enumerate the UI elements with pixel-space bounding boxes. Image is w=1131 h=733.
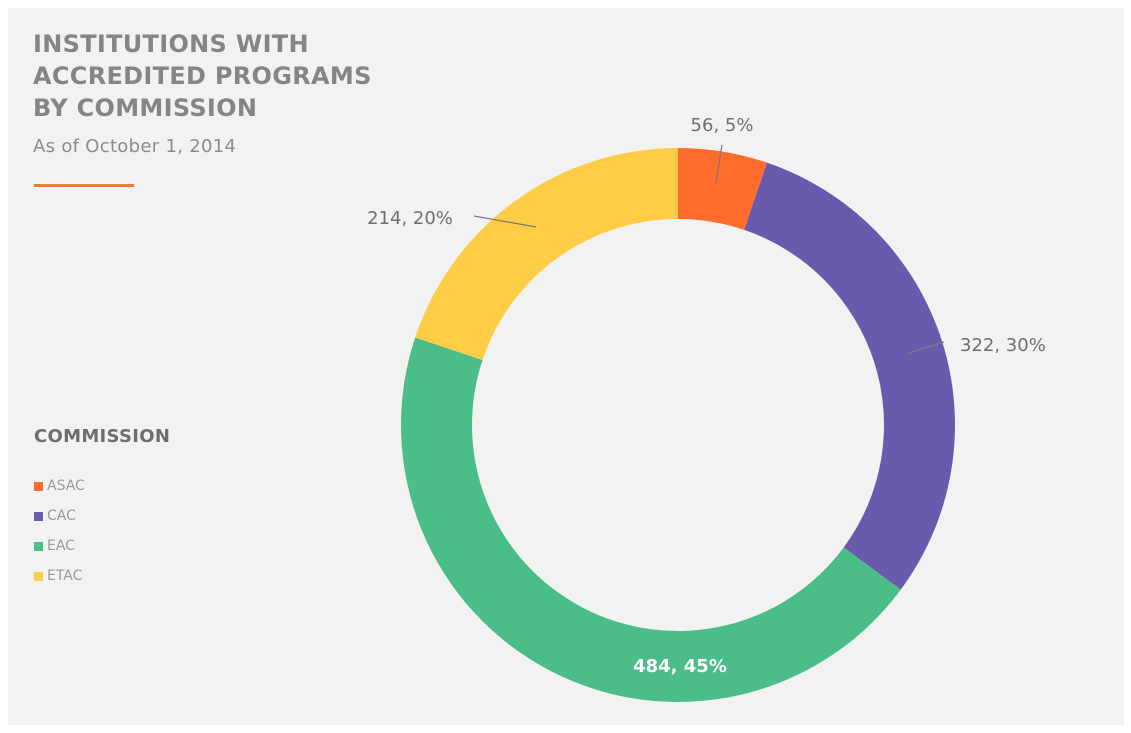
legend-item-asac: ASAC bbox=[34, 471, 85, 501]
slice-eac bbox=[401, 337, 901, 702]
data-label-cac: 322, 30% bbox=[960, 335, 1046, 356]
legend-item-cac: CAC bbox=[34, 501, 85, 531]
accent-divider bbox=[34, 184, 134, 187]
chart-title-line-3: BY COMMISSION bbox=[33, 94, 258, 122]
legend-label: ETAC bbox=[47, 568, 83, 584]
legend-label: ASAC bbox=[47, 478, 85, 494]
chart-title: INSTITUTIONS WITH ACCREDITED PROGRAMS BY… bbox=[33, 28, 453, 124]
chart-title-line-1: INSTITUTIONS WITH bbox=[33, 30, 309, 58]
slice-asac bbox=[678, 148, 767, 230]
data-label-etac: 214, 20% bbox=[367, 208, 453, 229]
legend-swatch bbox=[34, 511, 43, 521]
slice-cac bbox=[744, 162, 955, 590]
chart-subtitle: As of October 1, 2014 bbox=[33, 136, 237, 157]
leader-line-cac bbox=[908, 341, 945, 354]
data-label-eac: 484, 45% bbox=[633, 656, 727, 677]
legend-label: CAC bbox=[47, 508, 76, 524]
legend-label: EAC bbox=[47, 538, 75, 554]
legend-swatch bbox=[34, 541, 43, 551]
legend-swatch bbox=[34, 571, 43, 581]
data-label-asac: 56, 5% bbox=[691, 115, 754, 136]
legend-item-etac: ETAC bbox=[34, 561, 85, 591]
slice-etac bbox=[415, 148, 678, 360]
legend-title: COMMISSION bbox=[34, 426, 171, 447]
chart-title-line-2: ACCREDITED PROGRAMS bbox=[33, 62, 372, 90]
legend-item-eac: EAC bbox=[34, 531, 85, 561]
legend-swatch bbox=[34, 481, 43, 491]
leader-line-asac bbox=[715, 144, 723, 184]
legend: ASAC CAC EAC ETAC bbox=[34, 471, 85, 591]
leader-line-etac bbox=[473, 215, 537, 228]
